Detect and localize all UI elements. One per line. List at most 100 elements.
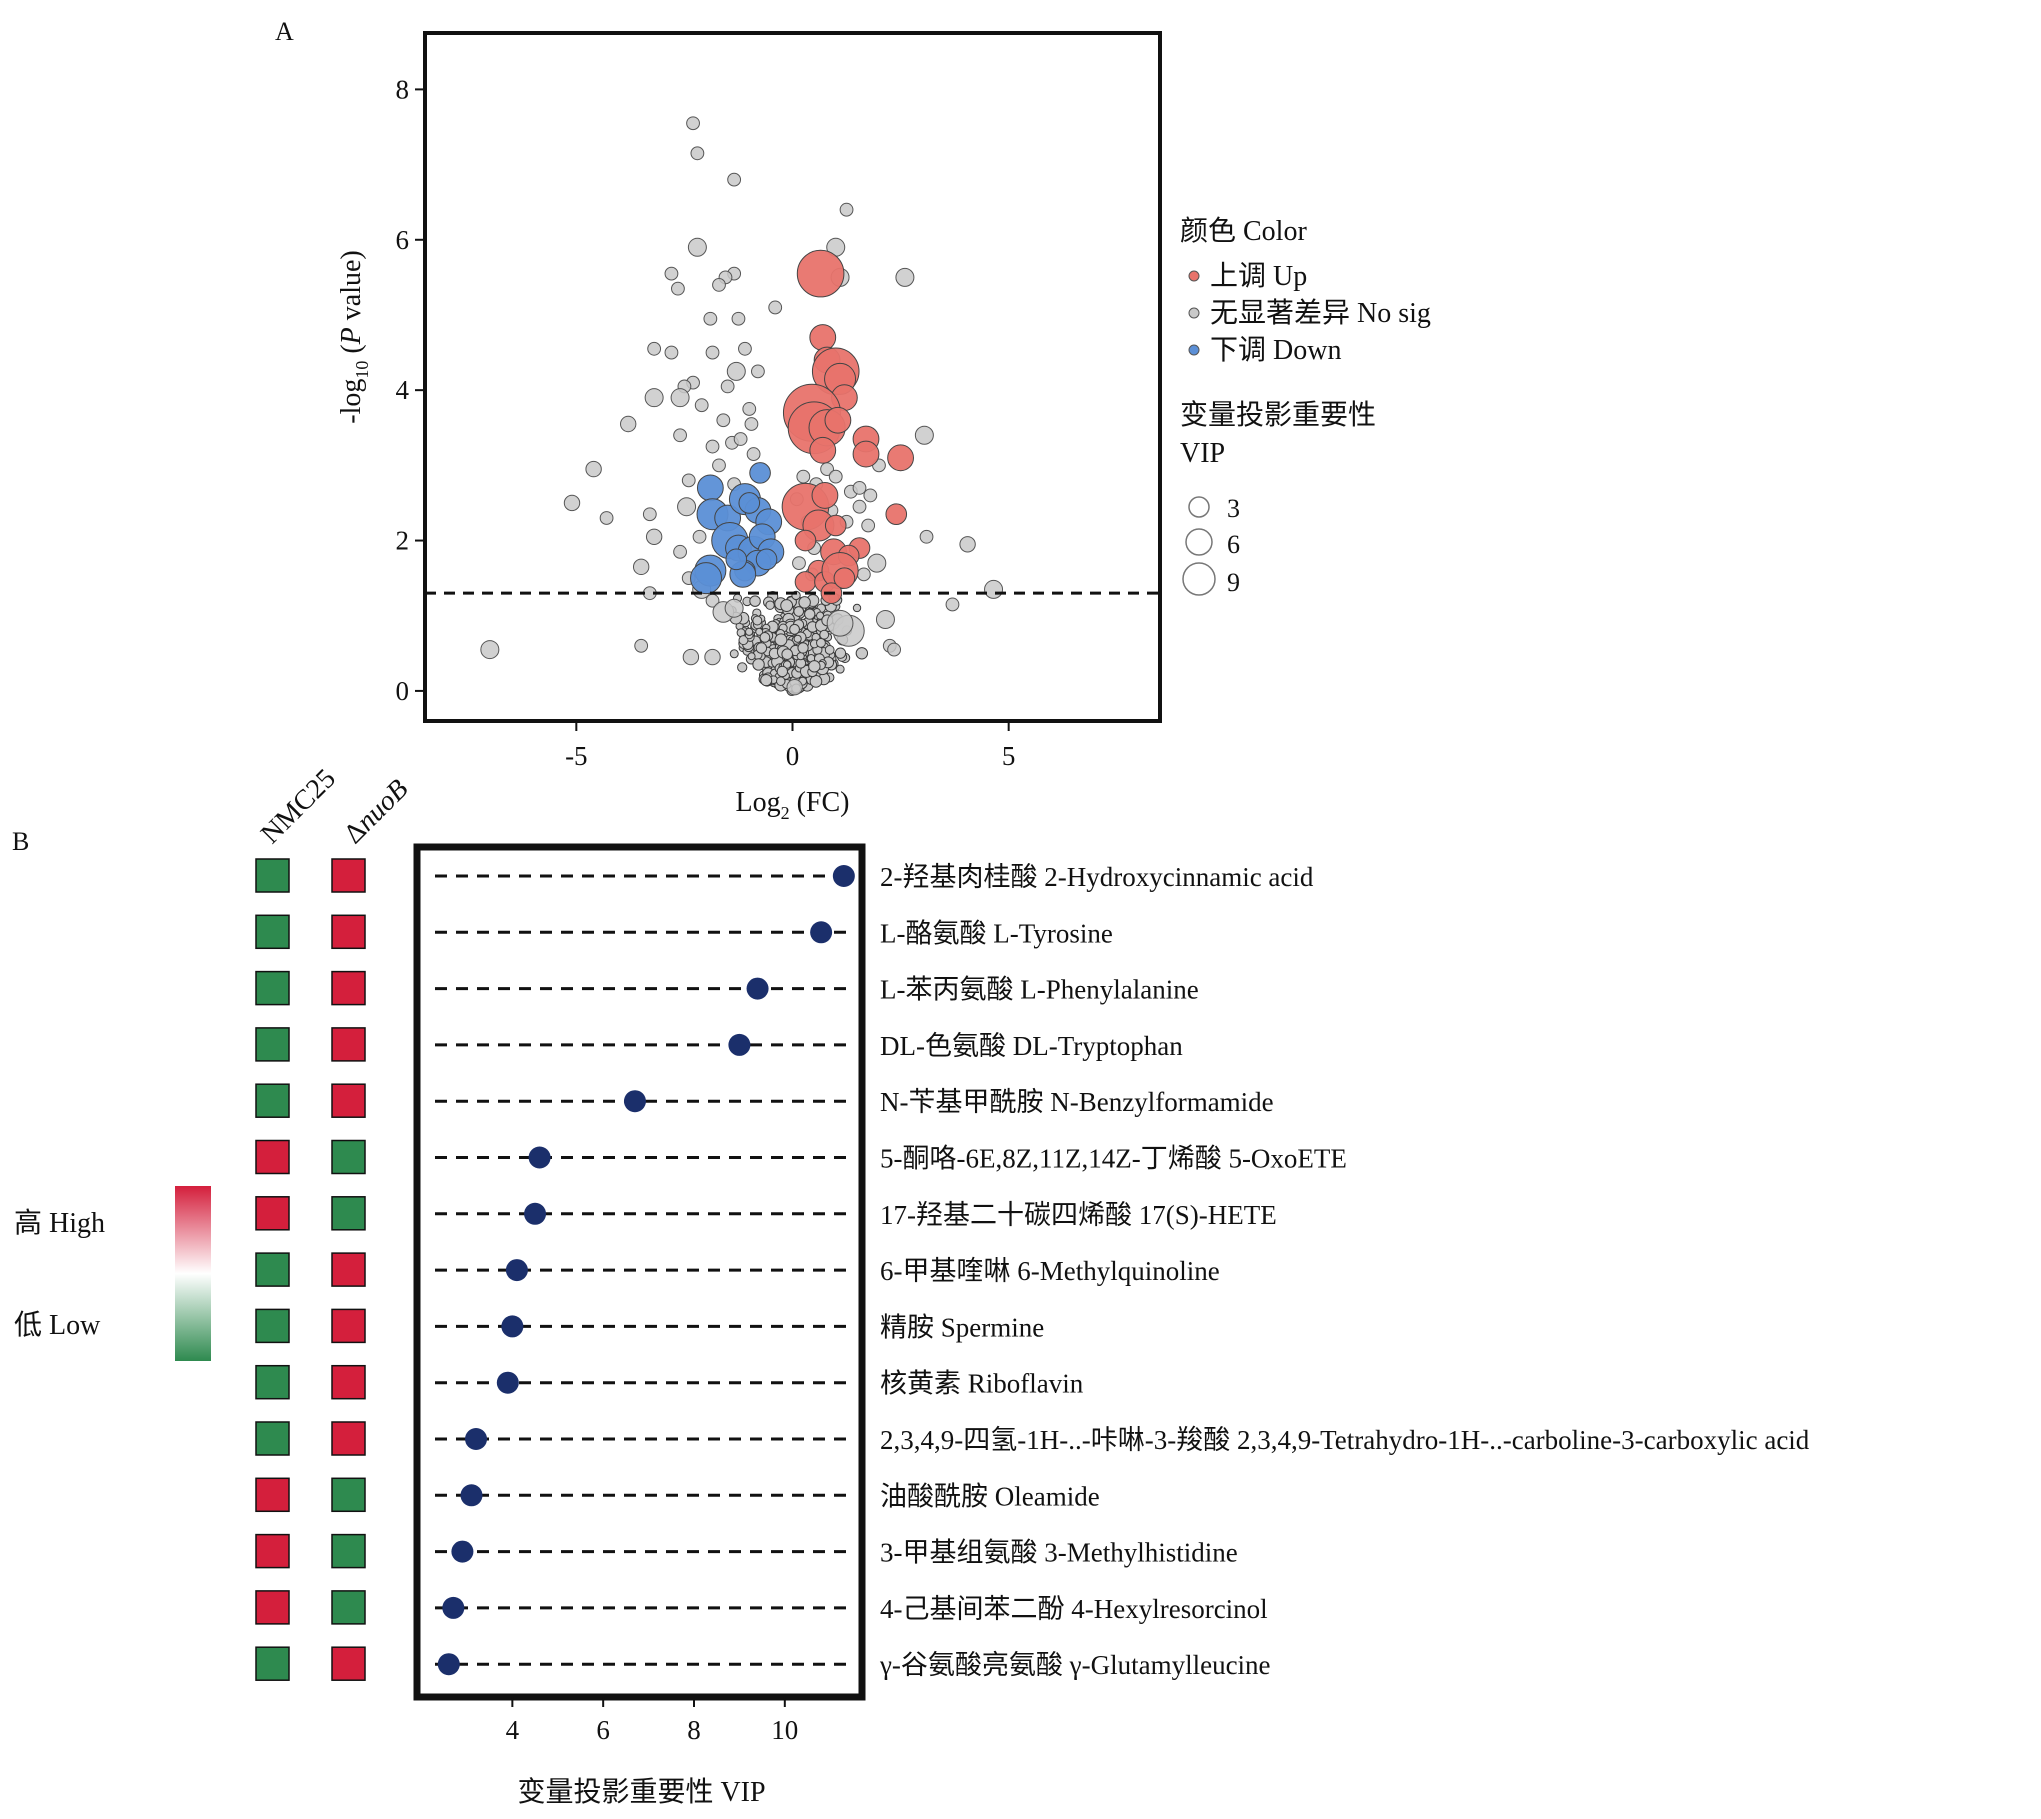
nosig-point <box>738 341 752 356</box>
up-point <box>794 571 817 593</box>
nosig-point <box>694 398 709 413</box>
panel-label-a: A <box>275 17 294 46</box>
up-point <box>852 440 880 468</box>
nosig-point <box>828 469 843 484</box>
nosig-point <box>716 413 731 428</box>
size-legend: 变量投影重要性 VIP 3 6 9 <box>1180 399 1376 597</box>
lollipop-dot <box>437 1653 460 1676</box>
nosig-point <box>727 172 742 187</box>
metabolite-label: 2,3,4,9-四氢-1H-..-咔啉-3-羧酸 2,3,4,9-Tetrahy… <box>880 1425 1810 1455</box>
nosig-cloud-point <box>796 652 805 661</box>
nosig-point <box>867 553 887 573</box>
up-point <box>887 444 914 472</box>
nosig-cloud-point <box>752 658 765 671</box>
down-point <box>725 548 748 571</box>
nosig-point <box>796 469 811 484</box>
volcano-x-tick-label: 5 <box>1002 741 1016 771</box>
heat-cell <box>255 1533 290 1569</box>
color-legend: 颜色 Color 上调 Up 无显著差异 No sig 下调 Down <box>1180 215 1431 366</box>
size-legend-title: 变量投影重要性 <box>1180 399 1376 431</box>
nosig-point <box>852 499 867 514</box>
heat-cell <box>255 1139 290 1175</box>
heat-cell <box>331 1027 366 1062</box>
heat-cell <box>255 1308 290 1344</box>
nosig-cloud-point <box>789 623 800 635</box>
lollipop-x-tick-label: 10 <box>771 1715 798 1745</box>
nosig-cloud-point <box>804 608 816 620</box>
nosig-cloud-point <box>797 642 809 654</box>
metabolite-label: DL-色氨酸 DL-Tryptophan <box>880 1031 1183 1061</box>
down-point <box>738 492 761 514</box>
lollipop-x-axis-label: 变量投影重要性 VIP <box>517 1776 765 1808</box>
heat-cell <box>331 1590 366 1625</box>
nosig-cloud-point <box>808 660 821 673</box>
nosig-cloud-point <box>745 627 754 636</box>
nosig-point <box>687 237 707 257</box>
nosig-point <box>664 345 679 360</box>
lollipop-dot <box>810 921 833 944</box>
heat-cell <box>331 1083 366 1118</box>
metabolite-label: 5-酮咯-6E,8Z,11Z,14Z-丁烯酸 5-OxoETE <box>880 1144 1347 1174</box>
metabolite-label: 油酸酰胺 Oleamide <box>880 1481 1100 1511</box>
nosig-point <box>712 458 726 473</box>
metabolite-label: 6-甲基喹啉 6-Methylquinoline <box>880 1256 1220 1286</box>
nosig-cloud-point <box>816 637 826 648</box>
lollipop-dot <box>496 1371 519 1394</box>
nosig-point <box>480 640 500 660</box>
lollipop-dot <box>460 1484 483 1507</box>
lollipop-dot <box>465 1428 488 1450</box>
nosig-cloud-point <box>737 662 748 673</box>
nosig-point <box>645 528 663 545</box>
nosig-point <box>671 281 685 296</box>
heat-cell <box>331 858 366 893</box>
nosig-point <box>673 544 687 559</box>
nosig-cloud-point <box>780 599 794 612</box>
legend-swatch-nosig <box>1188 307 1200 319</box>
heat-legend-low: 低 Low <box>14 1309 101 1341</box>
nosig-cloud-point <box>760 674 773 687</box>
metabolite-label: γ-谷氨酸亮氨酸 γ-Glutamylleucine <box>879 1650 1271 1680</box>
heat-cell <box>331 970 366 1006</box>
nosig-cloud-point <box>824 645 835 655</box>
nosig-point <box>863 488 878 503</box>
nosig-cloud-point <box>776 665 789 678</box>
nosig-point <box>856 567 871 582</box>
nosig-point <box>692 529 707 544</box>
legend-label-up: 上调 Up <box>1210 261 1307 292</box>
heat-cell <box>331 1252 366 1287</box>
nosig-point <box>632 558 650 576</box>
nosig-point <box>682 648 700 666</box>
size-legend-circle-3 <box>1188 496 1210 518</box>
color-legend-title: 颜色 Color <box>1180 215 1307 247</box>
nosig-point <box>919 529 934 544</box>
nosig-cloud-point <box>774 633 788 647</box>
heat-cell <box>255 1364 290 1400</box>
heatmap-cells <box>255 858 366 1681</box>
nosig-cloud-point <box>835 664 845 674</box>
nosig-cloud-point <box>765 600 775 610</box>
volcano-y-tick-label: 2 <box>396 526 410 556</box>
nosig-point <box>670 388 690 408</box>
metabolite-label: N-苄基甲酰胺 N-Benzylformamide <box>880 1087 1274 1117</box>
nosig-point <box>746 447 761 461</box>
up-point <box>794 529 817 552</box>
nosig-point <box>634 638 649 653</box>
nosig-point <box>895 267 915 287</box>
legend-label-nosig: 无显著差异 No sig <box>1210 297 1431 329</box>
heat-cell <box>331 1196 366 1231</box>
nosig-point <box>704 648 721 666</box>
size-legend-circle-6 <box>1185 528 1213 556</box>
heat-cell <box>331 1421 366 1456</box>
nosig-cloud-point <box>738 635 749 646</box>
heat-cell <box>331 1646 366 1681</box>
heat-legend: 高 High 低 Low <box>14 1186 211 1361</box>
lollipop-dot <box>528 1146 551 1169</box>
nosig-point <box>681 473 696 488</box>
lollipop-dot <box>501 1315 524 1338</box>
nosig-point <box>644 388 664 408</box>
metabolite-label: L-苯丙氨酸 L-Phenylalanine <box>880 975 1199 1005</box>
nosig-point <box>914 425 934 445</box>
nosig-point <box>673 428 687 443</box>
down-point <box>749 462 771 484</box>
volcano-points <box>480 116 1004 696</box>
